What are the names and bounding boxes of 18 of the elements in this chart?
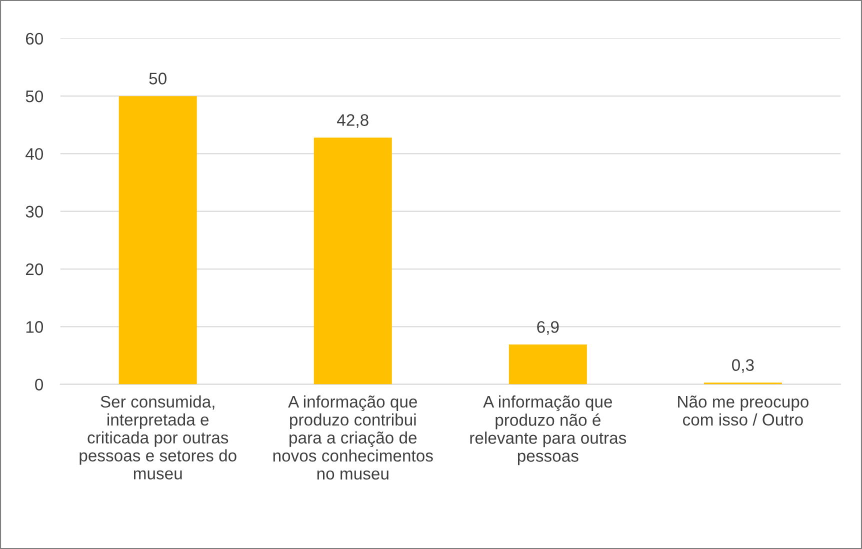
- y-tick-label: 0: [35, 378, 44, 391]
- bar: [314, 138, 392, 384]
- y-tick-label: 50: [26, 90, 44, 102]
- y-tick-label: 20: [26, 263, 44, 276]
- data-label: 6,9: [537, 321, 559, 335]
- bar: [508, 344, 587, 384]
- y-tick-label: 10: [26, 321, 44, 333]
- x-tick-label: Ser consumida, interpretada e criticada por outras pessoas e setores do museu: [80, 395, 236, 480]
- x-tick-label: Não me preocupo com isso / Outro: [678, 396, 808, 426]
- data-label: 42,8: [337, 114, 368, 128]
- y-tick-label: 30: [26, 206, 44, 218]
- bar: [118, 96, 197, 384]
- y-tick-label: 40: [26, 148, 44, 160]
- data-label: 50: [149, 72, 166, 84]
- x-tick-label: A informação que produzo não é relevante para outras pessoas: [470, 395, 626, 466]
- y-tick-label: 60: [26, 32, 44, 45]
- data-label: 0,3: [732, 359, 754, 373]
- x-tick-label: A informação que produzo contribui para a criação de novos conhecimentos no museu: [273, 395, 433, 480]
